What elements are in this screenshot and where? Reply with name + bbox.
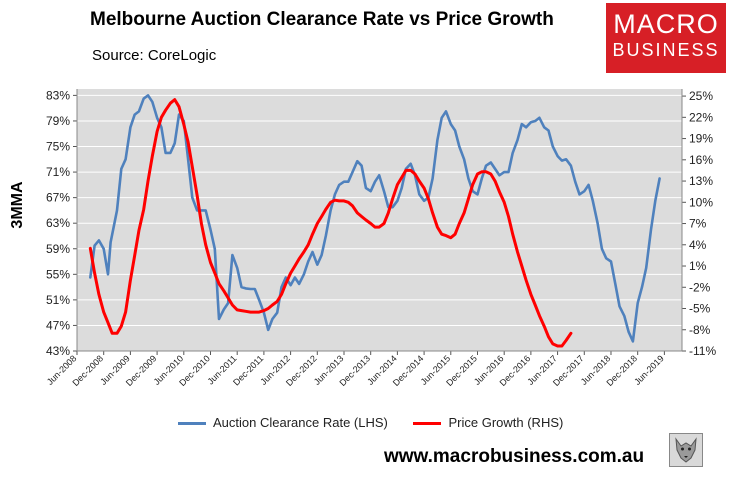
y-left-tick-label: 79% [46,114,70,128]
logo-line-1: MACRO [613,9,719,39]
legend-swatch-price-growth [413,422,442,426]
y-right-tick-label: 1% [689,259,707,273]
chart-title: Melbourne Auction Clearance Rate vs Pric… [90,9,554,30]
y-left-tick-label: 43% [46,344,70,358]
y-left-tick-label: 75% [46,140,70,154]
website-url: www.macrobusiness.com.au [384,446,645,467]
y-right-tick-label: 19% [689,132,713,146]
y-right-tick-label: -5% [689,302,711,316]
y-right-tick-label: 7% [689,217,707,231]
y-right-tick-label: 13% [689,174,713,188]
y-left-tick-label: 67% [46,191,70,205]
x-axis-ticks: Jun-2008Dec-2008Jun-2009Dec-2009Jun-2010… [45,350,682,388]
y-axis-left-ticks: 83% 79% 75% 71% 67% 63% 59% 55% 51% 47% 43% [46,88,78,358]
y-right-tick-label: 22% [689,110,713,124]
wolf-logo-icon [669,433,703,467]
plot-area [77,89,682,351]
logo-line-2: BUSINESS [612,40,720,60]
legend-label-clearance-rate: Auction Clearance Rate (LHS) [213,415,388,431]
y-right-tick-label: 4% [689,238,707,252]
legend-item-clearance-rate: Auction Clearance Rate (LHS) [178,415,388,430]
y-left-tick-label: 47% [46,318,70,332]
y-right-tick-label: -2% [689,280,711,294]
y-right-tick-label: -8% [689,323,711,337]
y-left-tick-label: 51% [46,293,70,307]
legend-item-price-growth: Price Growth (RHS) [413,415,563,430]
series-layer [88,94,661,348]
y-left-tick-label: 83% [46,88,70,102]
x-tick-label: Jun-2019 [632,353,666,387]
legend-swatch-clearance-rate [178,422,206,426]
line-chart: 83% 79% 75% 71% 67% 63% 59% 55% 51% 47% 43% 25% 22%… [45,88,717,388]
series-line-price-growth [88,98,573,348]
y-right-tick-label: 10% [689,195,713,209]
macrobusiness-logo: MACRO BUSINESS [606,3,726,73]
y-left-tick-label: 59% [46,242,70,256]
y-right-tick-label: 16% [689,153,713,167]
y-right-tick-label: -11% [689,344,716,358]
legend-label-price-growth: Price Growth (RHS) [448,415,564,431]
y-right-tick-label: 25% [689,89,713,103]
y-left-tick-label: 55% [46,267,70,281]
y-axis-right-ticks: 25% 22% 19% 16% 13% 10% 7% 4% 1% -2% -5% -8% -11% [681,89,716,358]
y-left-tick-label: 63% [46,216,70,230]
legend: Auction Clearance Rate (LHS) Price Growt… [178,414,563,430]
y-left-tick-label: 71% [46,165,70,179]
chart-source: Source: CoreLogic [92,47,217,64]
